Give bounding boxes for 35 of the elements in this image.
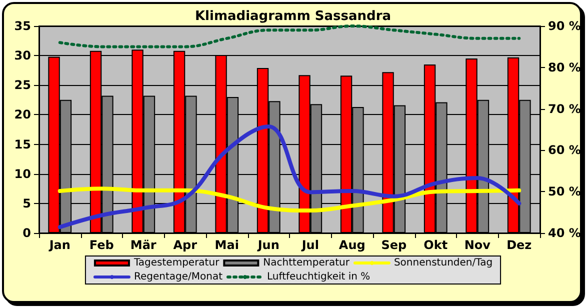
y-tick-label: 5 [22, 196, 31, 210]
x-tick-label: Jul [300, 238, 319, 252]
line-series [58, 24, 521, 48]
x-tick-label: Nov [464, 238, 491, 252]
y-tick-label: 20 [14, 108, 31, 122]
x-tick-label: Jun [256, 238, 280, 252]
y2-tick-label: 90 % [548, 19, 581, 33]
x-tick-label: Mär [130, 238, 156, 252]
chart-title: Klimadiagramm Sassandra [194, 9, 392, 24]
x-tick-label: Apr [173, 238, 198, 252]
y-tick-label: 10 [14, 166, 31, 181]
y-tick-label: 35 [14, 19, 31, 33]
legend-label: Tagestemperatur [132, 258, 220, 268]
legend-label: Nachttemperatur [263, 258, 350, 268]
legend-label: Sonnenstunden/Tag [394, 258, 493, 268]
line-series [58, 186, 522, 213]
y2-tick-label: 40 % [548, 226, 581, 240]
y2-tick-label: 50 % [548, 184, 581, 199]
x-tick-label: Feb [89, 238, 114, 252]
y2-tick-label: 60 % [548, 143, 581, 158]
x-tick-label: Okt [424, 238, 448, 252]
x-tick-label: Dez [506, 238, 532, 252]
y-tick-label: 30 [14, 48, 31, 63]
y-tick-label: 0 [22, 226, 31, 240]
legend-label: Regentage/Monat [134, 272, 223, 282]
x-tick-label: Sep [381, 238, 407, 252]
x-tick-label: Mai [214, 238, 239, 252]
x-tick-label: Jan [48, 238, 70, 252]
legend-label: Luftfeuchtigkeit in % [267, 272, 370, 282]
y-tick-label: 15 [14, 137, 31, 152]
line-series [58, 124, 522, 230]
y-tick-label: 25 [14, 78, 31, 92]
y2-tick-label: 70 % [548, 102, 581, 116]
x-tick-label: Aug [338, 238, 366, 252]
y2-tick-label: 80 % [548, 60, 581, 74]
